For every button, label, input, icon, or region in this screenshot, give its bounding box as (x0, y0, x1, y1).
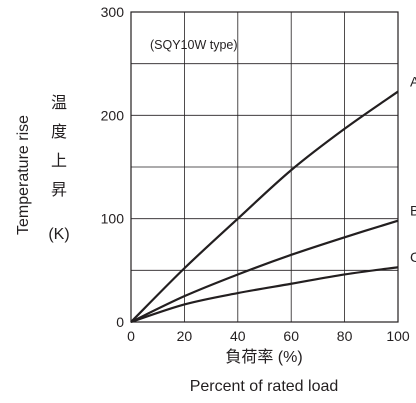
y-axis-label-jp-char: 昇 (51, 182, 67, 199)
series-line-b (130, 219, 399, 323)
series-line-c (130, 266, 399, 324)
series-label-c: C (410, 249, 416, 265)
y-tick-label: 0 (116, 314, 124, 330)
series-group: A B C (130, 74, 416, 324)
y-axis-unit: (K) (48, 226, 69, 243)
plot-frame (130, 11, 399, 323)
y-axis-label-jp-char: 度 (51, 123, 67, 141)
y-tick-label: 300 (101, 4, 125, 20)
y-axis-label-en: Temperature rise (15, 115, 32, 235)
x-tick-label: 100 (386, 328, 410, 344)
x-axis-label-en: Percent of rated load (190, 378, 339, 395)
x-tick-label: 80 (337, 328, 353, 344)
x-tick-label: 0 (127, 328, 135, 344)
y-axis-label-jp-char: 温 (51, 94, 67, 112)
series-label-a: A (410, 74, 416, 90)
x-tick-labels: 0 20 40 60 80 100 (127, 328, 410, 344)
x-tick-label: 20 (177, 328, 193, 344)
series-label-b: B (410, 203, 416, 219)
y-tick-labels: 0 100 200 300 (101, 4, 125, 330)
x-axis-label-jp: 負荷率 (%) (225, 348, 302, 366)
x-tick-label: 60 (283, 328, 299, 344)
grid-lines (131, 12, 398, 322)
y-tick-label: 200 (101, 107, 125, 123)
y-axis-label-jp-char: 上 (51, 152, 67, 170)
x-tick-label: 40 (230, 328, 246, 344)
y-tick-label: 100 (101, 211, 125, 227)
chart-annotation: (SQY10W type) (150, 38, 238, 52)
series-line-a (130, 90, 399, 323)
